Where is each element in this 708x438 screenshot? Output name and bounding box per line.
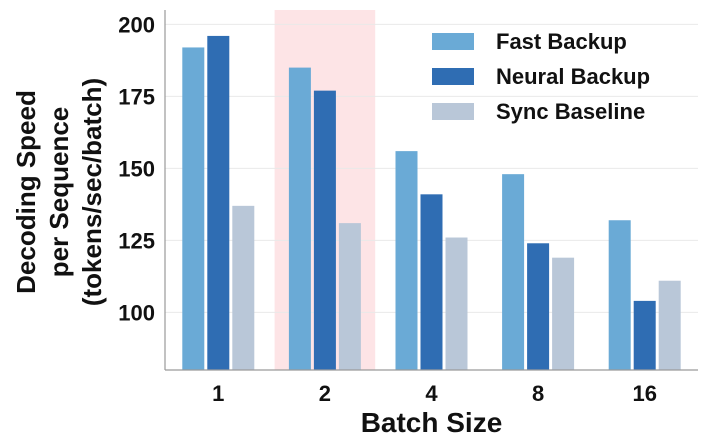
- legend-label: Sync Baseline: [496, 99, 645, 124]
- legend-swatch: [432, 103, 474, 120]
- bar-neural-backup-2: [313, 90, 336, 370]
- bar-fast-backup-16: [608, 220, 631, 370]
- legend: Fast Backup Neural Backup Sync Baseline: [432, 29, 650, 124]
- bar-sync-baseline-8: [552, 257, 575, 370]
- x-tick-label: 2: [319, 381, 331, 406]
- legend-label: Neural Backup: [496, 64, 650, 89]
- bar-fast-backup-4: [395, 151, 418, 370]
- legend-swatch: [432, 68, 474, 85]
- legend-swatch: [432, 33, 474, 50]
- y-tick-label: 150: [118, 156, 155, 181]
- bar-sync-baseline-16: [658, 280, 681, 370]
- x-tick-labels: 1 2 4 8 16: [212, 381, 657, 406]
- y-tick-label: 200: [118, 12, 155, 37]
- bar-neural-backup-1: [207, 35, 230, 371]
- y-axis-title-line: (tokens/sec/batch): [77, 78, 107, 306]
- y-tick-label: 175: [118, 84, 155, 109]
- bar-fast-backup-1: [182, 47, 205, 370]
- y-tick-label: 100: [118, 300, 155, 325]
- bar-neural-backup-16: [633, 300, 656, 370]
- legend-label: Fast Backup: [496, 29, 627, 54]
- x-tick-label: 8: [532, 381, 544, 406]
- bar-sync-baseline-4: [445, 237, 468, 370]
- bar-fast-backup-2: [288, 67, 311, 370]
- bar-fast-backup-8: [502, 174, 525, 370]
- x-tick-label: 16: [632, 381, 656, 406]
- bar-neural-backup-8: [527, 243, 550, 370]
- y-axis-title-line: per Sequence: [44, 107, 74, 278]
- y-tick-label: 125: [118, 228, 155, 253]
- bars: [182, 35, 681, 371]
- x-tick-label: 4: [425, 381, 438, 406]
- x-axis-title: Batch Size: [361, 407, 503, 438]
- bar-neural-backup-4: [420, 194, 443, 370]
- bar-sync-baseline-2: [338, 223, 361, 370]
- bar-sync-baseline-1: [232, 205, 255, 370]
- x-tick-label: 1: [212, 381, 224, 406]
- y-axis-title-line: Decoding Speed: [11, 90, 41, 294]
- y-tick-labels: 100 125 150 175 200: [118, 12, 155, 325]
- y-axis-title: Decoding Speed per Sequence (tokens/sec/ba…: [11, 78, 107, 306]
